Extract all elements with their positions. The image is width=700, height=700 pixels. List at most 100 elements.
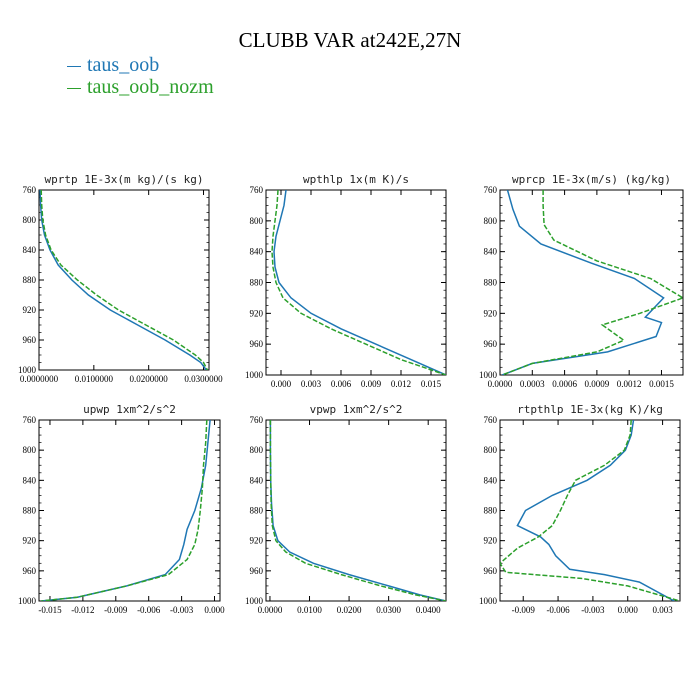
- panel-6: rtpthlp 1E-3x(kg K)/kg 760 800 840 880 920 960…: [479, 403, 681, 615]
- series-line-taus-oob-nozm: [500, 420, 680, 601]
- x-tick-label: 0.0100000: [75, 374, 114, 384]
- x-tick-label: 0.0003: [520, 379, 545, 389]
- y-tick-label: 960: [23, 566, 37, 576]
- figure-title: CLUBB VAR at242E,27N: [238, 28, 462, 52]
- y-tick-label: 800: [484, 216, 498, 226]
- x-tick-label: 0.0200000: [130, 374, 169, 384]
- plot-frame: [265, 189, 447, 376]
- series-line-taus-oob-nozm: [501, 190, 683, 375]
- x-tick-label: -0.012: [71, 605, 94, 615]
- plot-frame: [38, 189, 210, 371]
- y-tick-label: 1000: [18, 596, 37, 606]
- x-tick-label: 0.0006: [552, 379, 577, 389]
- y-tick-label: 880: [23, 506, 37, 516]
- legend-line-icon: [67, 87, 81, 89]
- y-tick-label: 760: [23, 185, 37, 195]
- x-tick-label: 0.003: [301, 379, 322, 389]
- series-line-taus-oob: [41, 420, 211, 601]
- y-tick-label: 1000: [18, 365, 37, 375]
- legend-label: taus_oob_nozm: [87, 76, 214, 98]
- series-line-taus-oob-nozm: [41, 420, 208, 601]
- y-tick-label: 1000: [245, 596, 264, 606]
- y-tick-label: 760: [250, 185, 264, 195]
- y-tick-label: 920: [484, 536, 498, 546]
- plot-frame: [499, 189, 684, 376]
- y-tick-label: 840: [23, 475, 37, 485]
- series-line-taus-oob-nozm: [40, 190, 209, 370]
- x-tick-label: -0.015: [38, 605, 62, 615]
- x-tick-label: -0.006: [137, 605, 161, 615]
- panel-title: wprtp 1E-3x(m kg)/(s kg): [45, 173, 204, 186]
- series-line-taus-oob: [269, 420, 446, 601]
- panel-title: wprcp 1E-3x(m/s) (kg/kg): [512, 173, 671, 186]
- y-tick-label: 920: [23, 305, 37, 315]
- x-tick-label: 0.015: [421, 379, 442, 389]
- x-tick-label: 0.000: [618, 605, 639, 615]
- x-tick-label: -0.006: [546, 605, 570, 615]
- legend-entry-taus-oob: taus_oob: [67, 54, 159, 77]
- x-tick-label: 0.0012: [617, 379, 642, 389]
- y-tick-label: 880: [484, 506, 498, 516]
- series-line-taus-oob: [516, 420, 675, 601]
- x-tick-label: 0.009: [361, 379, 382, 389]
- y-tick-label: 840: [23, 245, 37, 255]
- y-tick-label: 760: [484, 415, 498, 425]
- y-tick-label: 840: [484, 475, 498, 485]
- series-line-taus-oob-nozm: [269, 420, 446, 601]
- series-line-taus-oob: [273, 190, 446, 375]
- y-tick-label: 960: [250, 566, 264, 576]
- x-tick-label: 0.000: [271, 379, 292, 389]
- plot-frame: [38, 419, 221, 602]
- y-tick-label: 920: [250, 536, 264, 546]
- y-tick-label: 1000: [245, 370, 264, 380]
- x-tick-label: 0.0000: [488, 379, 513, 389]
- y-tick-label: 920: [484, 308, 498, 318]
- y-tick-label: 840: [250, 247, 264, 257]
- y-tick-label: 920: [23, 536, 37, 546]
- legend-entry-taus-oob-nozm: taus_oob_nozm: [67, 76, 214, 99]
- x-tick-label: 0.0000000: [20, 374, 59, 384]
- panel-3: wprcp 1E-3x(m/s) (kg/kg) 760 800 840 880 920 9…: [479, 173, 684, 389]
- x-tick-label: -0.009: [512, 605, 536, 615]
- y-tick-label: 840: [484, 247, 498, 257]
- x-tick-label: 0.0015: [649, 379, 674, 389]
- y-tick-label: 960: [250, 339, 264, 349]
- y-tick-label: 1000: [479, 370, 498, 380]
- legend-label: taus_oob: [87, 54, 160, 76]
- panel-title: rtpthlp 1E-3x(kg K)/kg: [517, 403, 663, 416]
- y-tick-label: 920: [250, 308, 264, 318]
- legend-line-icon: [67, 65, 81, 67]
- panel-title: wpthlp 1x(m K)/s: [303, 173, 409, 186]
- x-tick-label: 0.0400: [416, 605, 441, 615]
- y-tick-label: 800: [23, 445, 37, 455]
- y-tick-label: 800: [484, 445, 498, 455]
- y-tick-label: 960: [23, 335, 37, 345]
- series-line-taus-oob: [501, 190, 665, 375]
- panel-2: wpthlp 1x(m K)/s 760 800 840 880 920 960 1000 0.…: [245, 173, 447, 389]
- y-tick-label: 800: [250, 445, 264, 455]
- series-line-taus-oob-nozm: [271, 190, 446, 375]
- y-tick-label: 880: [250, 506, 264, 516]
- x-tick-label: 0.0200: [337, 605, 362, 615]
- x-tick-label: 0.0000: [258, 605, 283, 615]
- y-tick-label: 880: [23, 275, 37, 285]
- plot-frame: [265, 419, 447, 602]
- y-tick-label: 840: [250, 475, 264, 485]
- x-tick-label: -0.003: [581, 605, 605, 615]
- x-tick-label: 0.012: [391, 379, 411, 389]
- y-tick-label: 800: [250, 216, 264, 226]
- y-tick-label: 880: [250, 278, 264, 288]
- panel-4: upwp 1xm^2/s^27608008408809209601000-0.0…: [18, 403, 225, 615]
- x-tick-label: 0.0100: [297, 605, 322, 615]
- series-line-taus-oob: [39, 190, 207, 370]
- y-tick-label: 960: [484, 566, 498, 576]
- x-tick-label: 0.0009: [585, 379, 610, 389]
- panel-title: vpwp 1xm^2/s^2: [310, 403, 403, 416]
- y-tick-label: 1000: [479, 596, 498, 606]
- y-tick-label: 760: [484, 185, 498, 195]
- y-tick-label: 760: [23, 415, 37, 425]
- x-tick-label: 0.0300: [376, 605, 401, 615]
- y-tick-label: 960: [484, 339, 498, 349]
- x-tick-label: 0.0300000: [184, 374, 223, 384]
